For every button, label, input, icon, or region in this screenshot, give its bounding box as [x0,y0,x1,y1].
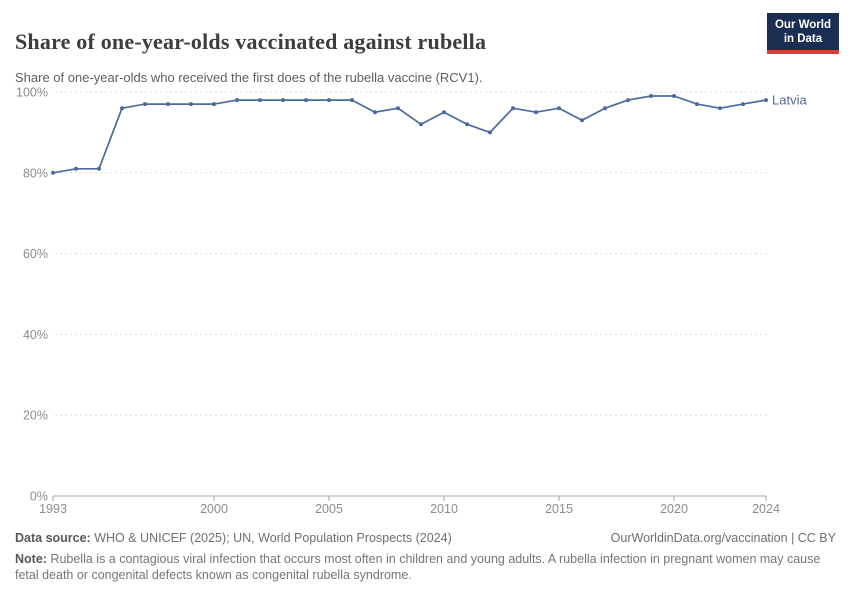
data-point-1998[interactable] [166,102,170,107]
data-point-2008[interactable] [396,106,400,111]
data-point-1996[interactable] [120,106,124,111]
x-tick-label-2020: 2020 [660,502,688,516]
data-point-2006[interactable] [350,98,354,103]
chart-note-label: Note: [15,552,47,566]
data-point-1994[interactable] [74,166,78,171]
data-point-2000[interactable] [212,102,216,107]
data-point-2024[interactable] [764,98,768,103]
data-point-2007[interactable] [373,110,377,115]
owid-logo-line2: in Data [783,33,823,46]
data-point-2020[interactable] [672,94,676,98]
line-chart: 0% 20% 40% 60% 80% 100% 1993 2000 2005 2010 2015 20… [16,86,807,517]
series-label-latvia[interactable]: Latvia [772,93,807,108]
data-point-2003[interactable] [281,98,285,103]
data-point-2022[interactable] [718,106,722,111]
data-point-2021[interactable] [695,102,699,107]
y-tick-label-20: 20% [23,409,48,423]
chart-title: Share of one-year-olds vaccinated agains… [15,28,487,54]
data-point-2013[interactable] [511,106,515,111]
data-point-2004[interactable] [304,98,308,103]
data-source-text: WHO & UNICEF (2025); UN, World Populatio… [90,531,452,545]
data-point-2011[interactable] [465,122,469,127]
data-point-2001[interactable] [235,98,239,103]
data-point-2005[interactable] [327,98,331,103]
x-tick-label-2000: 2000 [200,502,228,516]
chart-footer: Data source: WHO & UNICEF (2025); UN, Wo… [15,531,836,545]
data-point-2014[interactable] [534,110,538,115]
data-point-2002[interactable] [258,98,262,103]
y-tick-label-0: 0% [30,490,48,504]
data-point-2017[interactable] [603,106,607,111]
series-line-latvia[interactable] [52,95,767,174]
data-point-2009[interactable] [419,122,423,127]
data-source: Data source: WHO & UNICEF (2025); UN, Wo… [15,531,452,545]
data-point-2023[interactable] [741,102,745,107]
data-point-1999[interactable] [189,102,193,107]
y-tick-label-40: 40% [23,328,48,342]
chart-note-text: Rubella is a contagious viral infection … [15,552,821,582]
y-tick-label-100: 100% [16,86,48,100]
x-tick-label-2024: 2024 [752,502,780,516]
footer-link[interactable]: OurWorldinData.org/vaccination | CC BY [610,531,836,545]
y-tick-label-60: 60% [23,247,48,261]
owid-logo[interactable]: Our World in Data [766,13,839,55]
x-tick-label-2015: 2015 [545,502,573,516]
data-point-2012[interactable] [488,130,492,135]
data-point-2010[interactable] [442,110,446,115]
x-tick-label-2010: 2010 [430,502,458,516]
data-point-1997[interactable] [143,102,147,107]
chart-subtitle: Share of one-year-olds who received the … [15,70,483,85]
x-tick-label-1993: 1993 [39,502,67,516]
owid-logo-line1: Our World [774,19,831,31]
chart-note: Note: Rubella is a contagious viral infe… [15,551,836,583]
y-tick-label-80: 80% [23,166,48,180]
data-point-2019[interactable] [649,94,653,98]
x-tick-label-2005: 2005 [315,502,343,516]
data-point-2016[interactable] [580,118,584,123]
data-point-2015[interactable] [557,106,561,111]
data-point-1995[interactable] [97,166,101,171]
data-source-label: Data source: [15,531,91,545]
data-point-2018[interactable] [626,98,630,103]
data-point-1993[interactable] [51,170,55,175]
